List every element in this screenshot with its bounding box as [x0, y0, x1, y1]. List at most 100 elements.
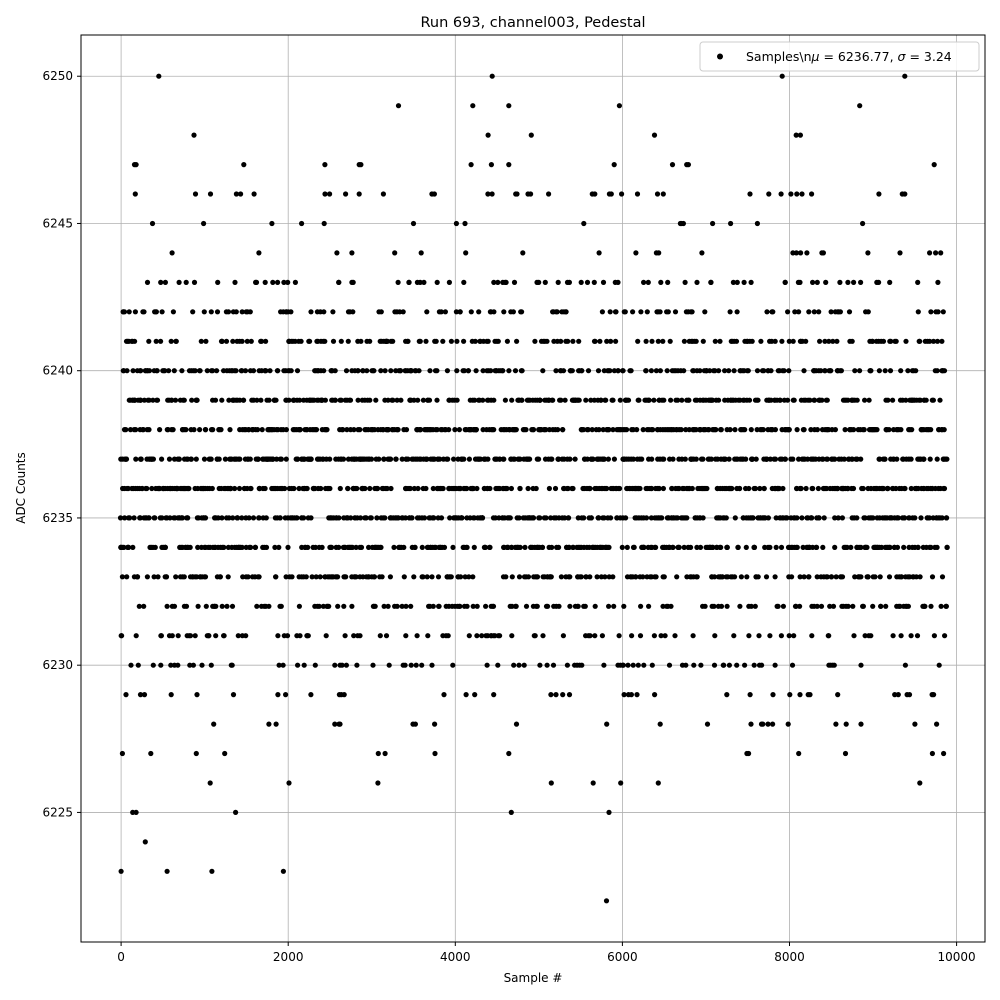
data-point	[399, 603, 405, 609]
data-point	[583, 397, 589, 403]
data-point	[599, 633, 606, 639]
data-point	[700, 338, 706, 344]
data-point	[254, 603, 260, 609]
data-point	[191, 279, 198, 285]
data-point	[759, 662, 765, 668]
data-point	[912, 515, 918, 521]
data-point	[854, 397, 860, 403]
data-point	[379, 574, 385, 580]
data-point	[170, 427, 176, 433]
data-point	[162, 544, 168, 551]
data-point	[575, 603, 581, 609]
data-point	[610, 397, 616, 403]
data-point	[708, 456, 715, 462]
data-point	[587, 485, 593, 492]
data-point	[532, 338, 538, 344]
data-point	[545, 397, 551, 403]
data-point	[753, 456, 759, 462]
data-point	[164, 603, 170, 609]
data-point	[434, 427, 440, 433]
data-point	[192, 633, 198, 639]
data-point	[308, 456, 314, 462]
data-point	[215, 515, 221, 521]
data-point	[495, 662, 501, 668]
data-point	[883, 603, 889, 609]
data-point	[132, 338, 138, 344]
data-point	[266, 721, 272, 727]
data-point	[208, 456, 214, 462]
data-point	[665, 309, 671, 315]
data-point	[579, 368, 585, 374]
data-point	[474, 485, 480, 492]
data-point	[403, 633, 409, 639]
data-point	[585, 427, 591, 433]
data-point	[897, 603, 903, 609]
data-point	[724, 544, 730, 551]
data-point	[927, 250, 933, 256]
data-point	[592, 633, 598, 639]
data-point	[860, 603, 867, 609]
data-point	[764, 309, 770, 315]
data-point	[533, 485, 539, 492]
data-point	[193, 750, 199, 757]
data-point	[477, 338, 483, 344]
data-point	[824, 574, 830, 580]
data-point	[812, 397, 818, 403]
data-point	[424, 456, 430, 462]
data-point	[851, 279, 857, 285]
data-point	[294, 368, 301, 374]
data-point	[782, 279, 788, 285]
data-point	[806, 309, 812, 315]
data-point	[241, 397, 247, 403]
data-point	[353, 574, 359, 580]
data-point	[810, 279, 816, 285]
legend-label: Samples\nμ = 6236.77, σ = 3.24	[746, 49, 952, 64]
data-point	[916, 397, 922, 403]
data-point	[675, 397, 681, 403]
data-point	[157, 427, 163, 433]
data-point	[846, 309, 853, 315]
data-point	[335, 603, 341, 609]
data-point	[243, 633, 249, 639]
data-point	[873, 427, 879, 433]
data-point	[835, 692, 841, 698]
data-point	[283, 574, 289, 580]
data-point	[356, 191, 362, 197]
data-point	[841, 456, 847, 462]
data-point	[913, 574, 920, 580]
data-point	[876, 456, 882, 462]
data-point	[155, 574, 161, 580]
data-point	[424, 574, 430, 580]
data-point	[877, 574, 883, 580]
data-point	[508, 544, 515, 551]
data-point	[929, 574, 936, 580]
data-point	[742, 427, 748, 433]
data-point	[681, 368, 687, 374]
data-point	[778, 544, 785, 551]
data-point	[941, 750, 947, 757]
data-point	[943, 456, 949, 462]
data-point	[456, 427, 462, 433]
data-point	[186, 485, 192, 492]
data-point	[198, 338, 204, 344]
data-point	[278, 603, 284, 609]
data-point	[700, 456, 706, 462]
data-point	[329, 544, 335, 551]
data-point	[779, 73, 785, 79]
data-point	[659, 515, 665, 521]
data-point	[195, 544, 201, 551]
data-point	[784, 515, 790, 521]
data-point	[770, 692, 776, 698]
data-point	[664, 368, 670, 374]
data-point	[285, 544, 291, 551]
data-point	[161, 485, 167, 492]
data-point	[716, 397, 722, 403]
data-point	[345, 338, 351, 344]
data-point	[259, 427, 265, 433]
data-point	[397, 368, 404, 374]
data-point	[527, 456, 533, 462]
legend-box	[699, 41, 980, 72]
data-point	[604, 721, 610, 727]
data-point	[566, 279, 573, 285]
data-point	[721, 662, 727, 668]
